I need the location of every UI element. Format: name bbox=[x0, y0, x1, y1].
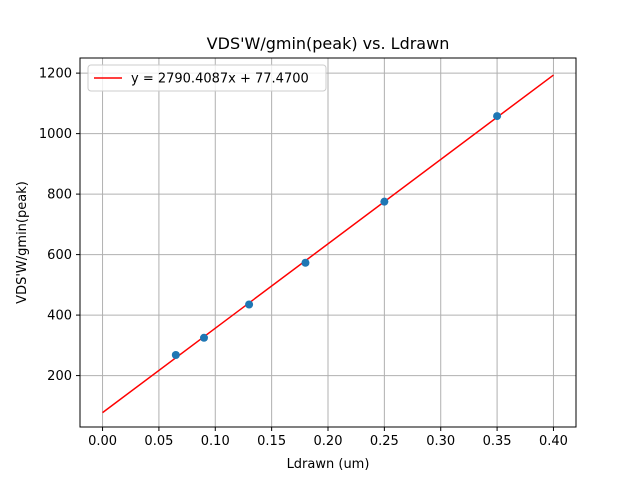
data-point bbox=[380, 197, 389, 206]
x-tick-label: 0.10 bbox=[201, 434, 230, 449]
series-layer bbox=[102, 74, 554, 414]
x-tick-label: 0.15 bbox=[257, 434, 286, 449]
data-point bbox=[200, 333, 208, 342]
x-tick-label: 0.20 bbox=[314, 434, 343, 449]
x-tick-label: 0.00 bbox=[88, 434, 117, 449]
x-tick-label: 0.35 bbox=[483, 434, 512, 449]
data-point bbox=[301, 258, 310, 267]
grid bbox=[80, 58, 576, 427]
y-tick-label: 1200 bbox=[39, 67, 72, 82]
y-tick-label: 400 bbox=[47, 309, 72, 324]
legend: y = 2790.4087x + 77.4700 bbox=[87, 64, 327, 92]
x-axis-label: Ldrawn (um) bbox=[287, 457, 370, 472]
chart-title: VDS'W/gmin(peak) vs. Ldrawn bbox=[207, 34, 450, 53]
y-axis-label: VDS'W/gmin(peak) bbox=[15, 181, 30, 304]
legend-box bbox=[87, 64, 327, 92]
y-tick-label: 800 bbox=[47, 188, 72, 203]
legend-entry-fit-line: y = 2790.4087x + 77.4700 bbox=[131, 72, 309, 87]
data-point bbox=[245, 300, 254, 309]
x-tick-label: 0.40 bbox=[539, 434, 568, 449]
y-tick-label: 1000 bbox=[39, 127, 72, 142]
x-tick-label: 0.05 bbox=[144, 434, 173, 449]
y-tick-label: 200 bbox=[47, 369, 72, 384]
x-tick-label: 0.25 bbox=[370, 434, 399, 449]
y-tick-label: 600 bbox=[47, 248, 72, 263]
data-point bbox=[171, 351, 180, 360]
x-tick-label: 0.30 bbox=[426, 434, 455, 449]
data-point bbox=[493, 112, 502, 121]
axis-ticks: 0.00 0.05 0.10 0.15 0.20 0.25 0.30 0.35 0.40 200 4… bbox=[39, 67, 568, 449]
